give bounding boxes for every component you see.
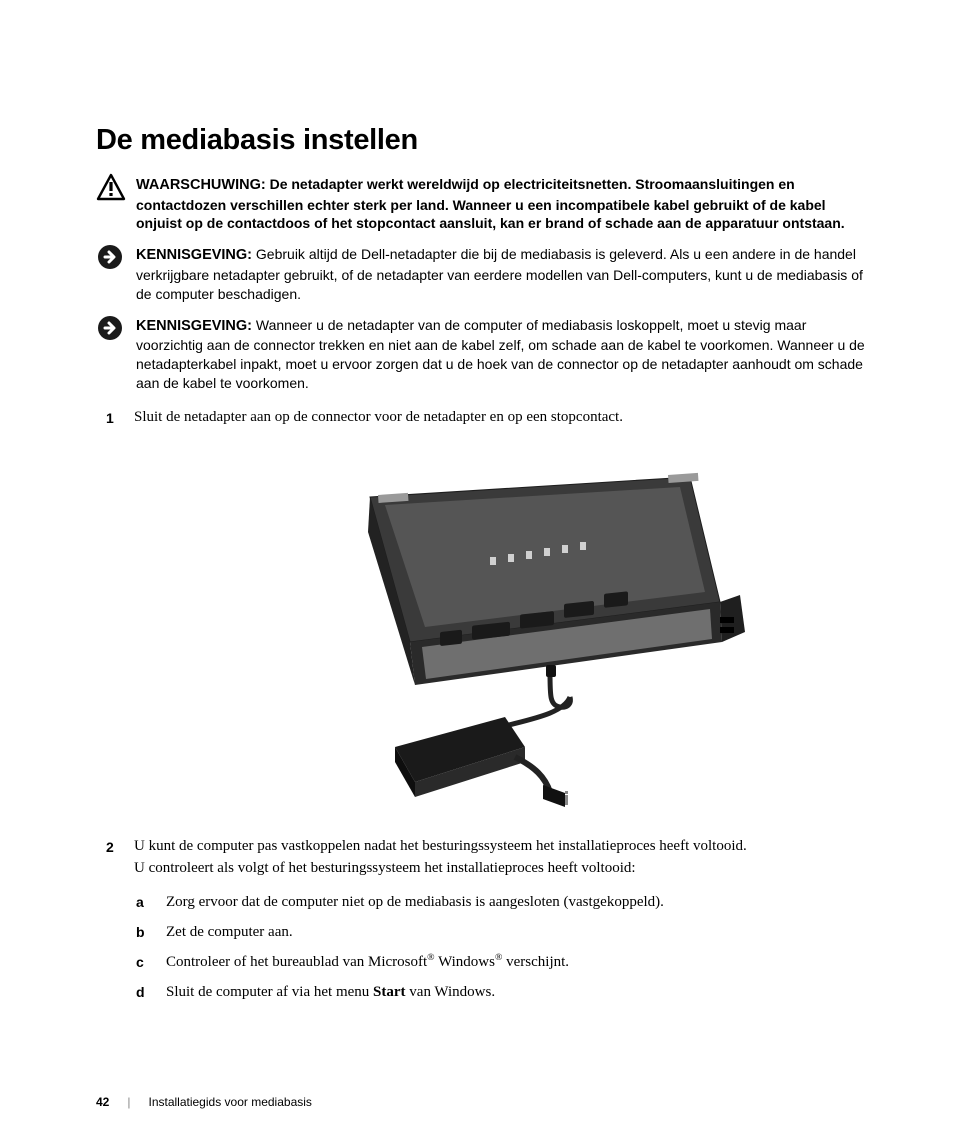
registered-mark: ® [427, 952, 434, 963]
notice1-label: KENNISGEVING: [136, 247, 252, 263]
notice2-label: KENNISGEVING: [136, 318, 252, 334]
notice-icon [96, 243, 128, 276]
substep-d-bold: Start [373, 984, 406, 1000]
substep-b: Zet de computer aan. [134, 920, 866, 944]
substep-c: Controleer of het bureaublad van Microso… [134, 950, 866, 974]
notice-block-2: KENNISGEVING: Wanneer u de netadapter va… [96, 316, 866, 393]
page-number: 42 [96, 1095, 109, 1109]
footer-title: Installatiegids voor mediabasis [148, 1095, 311, 1109]
substep-a: Zorg ervoor dat de computer niet op de m… [134, 890, 866, 914]
substep-c-mid: Windows [435, 954, 495, 970]
footer-separator: | [127, 1095, 130, 1109]
notice-block-1: KENNISGEVING: Gebruik altijd de Dell-net… [96, 245, 866, 303]
step2-line1: U kunt de computer pas vastkoppelen nada… [134, 838, 747, 854]
notice-icon [96, 314, 128, 347]
substep-c-post: verschijnt. [502, 954, 569, 970]
substep-c-pre: Controleer of het bureaublad van Microso… [166, 954, 427, 970]
warning-icon [96, 173, 128, 206]
step-1: Sluit de netadapter aan op de connector … [96, 407, 866, 815]
figure-mediabase [134, 447, 866, 815]
warning-label: WAARSCHUWING: [136, 177, 266, 193]
page-footer: 42 | Installatiegids voor mediabasis [96, 1095, 312, 1109]
substep-d-pre: Sluit de computer af via het menu [166, 984, 373, 1000]
substep-d: Sluit de computer af via het menu Start … [134, 980, 866, 1004]
warning-block: WAARSCHUWING: De netadapter werkt wereld… [96, 175, 866, 233]
step2-line2: U controleert als volgt of het besturing… [134, 860, 636, 876]
page-title: De mediabasis instellen [96, 124, 866, 157]
substep-d-post: van Windows. [406, 984, 496, 1000]
step-list: Sluit de netadapter aan op de connector … [96, 407, 866, 1004]
step1-text: Sluit de netadapter aan op de connector … [134, 409, 623, 425]
step-2: U kunt de computer pas vastkoppelen nada… [96, 836, 866, 1004]
substep-list: Zorg ervoor dat de computer niet op de m… [134, 890, 866, 1004]
document-page: De mediabasis instellen WAARSCHUWING: De… [0, 0, 954, 1145]
